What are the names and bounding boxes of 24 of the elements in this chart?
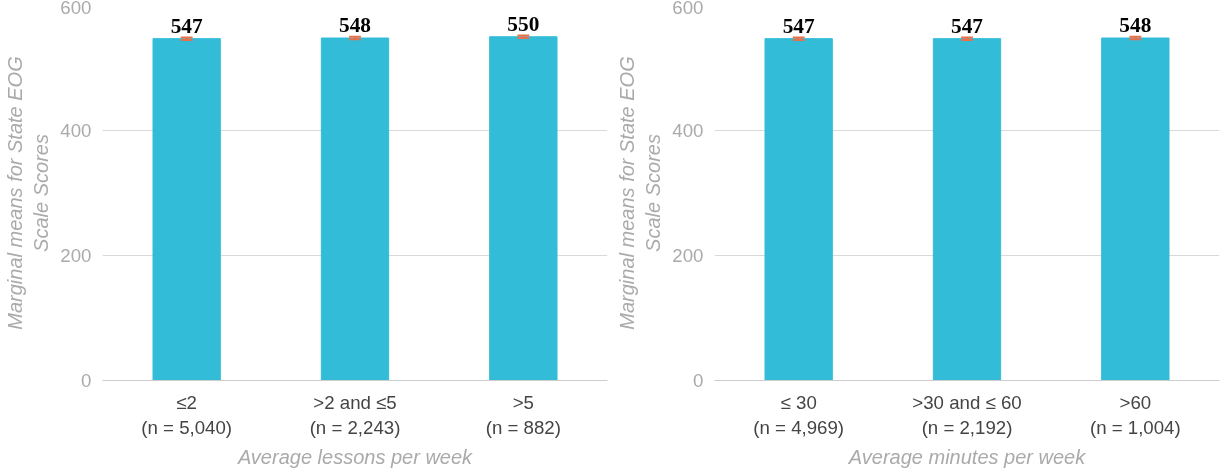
y-tick-label: 600 <box>60 0 92 18</box>
data-label: 548 <box>1119 13 1152 37</box>
data-label: 547 <box>170 13 203 38</box>
y-tick-label: 0 <box>81 370 92 391</box>
y-axis-title: Marginal means for State EOG Scale Scores <box>3 56 53 330</box>
x-tick-label: ≤ 30 (n = 4,969) <box>753 391 845 438</box>
y-tick-label: 200 <box>60 245 92 266</box>
y-tick-label: 0 <box>693 370 704 391</box>
y-tick-label: 600 <box>672 0 704 18</box>
y-tick-label: 400 <box>672 120 704 141</box>
x-tick-label: >30 and ≤ 60 (n = 2,192) <box>912 391 1022 438</box>
x-tick-label: >2 and ≤5 (n = 2,243) <box>309 391 401 438</box>
y-tick-label: 200 <box>672 245 704 266</box>
data-label: 550 <box>507 11 540 36</box>
y-axis-title: Marginal means for State EOG Scale Scores <box>615 56 665 330</box>
x-tick-label: >5 (n = 882) <box>485 391 561 438</box>
data-label: 547 <box>782 13 815 38</box>
x-axis-title: Average minutes per week <box>847 445 1087 468</box>
data-label: 548 <box>339 13 371 37</box>
y-tick-label: 400 <box>60 120 92 141</box>
x-axis-title: Average lessons per week <box>236 445 474 468</box>
data-label: 547 <box>951 13 984 38</box>
x-tick-label: ≤2 (n = 5,040) <box>141 391 233 438</box>
x-tick-label: >60 (n = 1,004) <box>1089 391 1181 438</box>
